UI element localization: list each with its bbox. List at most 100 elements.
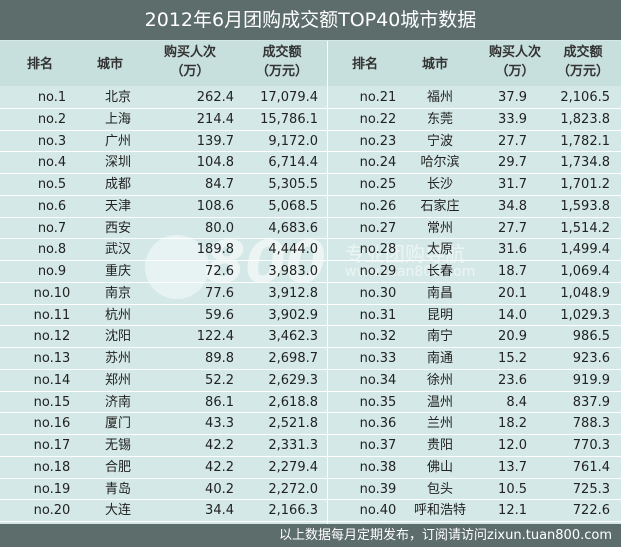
row-divider (0, 325, 621, 327)
header-row (0, 41, 621, 86)
table-cell: 广州 (104, 133, 131, 149)
table-cell: 10.5 (498, 481, 527, 497)
table-cell: 呼和浩特 (413, 503, 466, 519)
column-header: 排名 (351, 57, 378, 72)
table-cell: no.36 (359, 416, 397, 432)
watermark-url: www.tuan800.com (345, 264, 476, 280)
table-cell: 20.9 (498, 329, 527, 345)
table-cell: no.8 (37, 242, 67, 258)
watermark-logo: 800 (205, 228, 327, 296)
table-cell: no.33 (359, 351, 397, 366)
table-cell: 262.4 (196, 90, 234, 105)
column-header: 成交额 (563, 45, 603, 60)
table-cell: 34.8 (498, 198, 527, 214)
table-cell: no.18 (33, 459, 71, 475)
table-cell: 太原 (426, 242, 453, 258)
table-cell: 27.7 (498, 133, 527, 149)
watermark-circle (145, 235, 209, 299)
table-cell: 福州 (426, 90, 453, 105)
table-cell: 4,444.0 (268, 242, 318, 258)
table-cell: 72.6 (205, 264, 234, 279)
table-cell: no.23 (359, 133, 397, 149)
table-cell: 27.7 (498, 220, 527, 236)
table-cell: no.40 (359, 503, 397, 519)
row-divider (0, 260, 621, 261)
table-cell: 31.7 (498, 177, 527, 192)
table-cell: 42.2 (205, 459, 234, 475)
row-divider (0, 107, 621, 109)
table-cell: 2,166.3 (268, 503, 318, 519)
table-cell: 南通 (426, 351, 453, 366)
table-cell: 15.2 (498, 351, 527, 366)
table-cell: 4,683.6 (268, 220, 318, 236)
table-cell: 石家庄 (420, 198, 460, 214)
table-cell: 122.4 (196, 329, 234, 345)
table-cell: 2,698.7 (268, 351, 318, 366)
table-cell: 厦门 (104, 416, 131, 432)
table-cell: 725.3 (572, 481, 610, 497)
footer-text: 以上数据每月定期发布，订阅请访问zixun.tuan800.com (279, 528, 612, 543)
table-cell: 贵阳 (426, 438, 453, 453)
table-cell: 139.7 (196, 133, 234, 149)
table-cell: 761.4 (572, 459, 610, 475)
table-cell: 佛山 (426, 459, 453, 475)
row-divider (0, 216, 621, 218)
table-cell: no.35 (359, 394, 397, 410)
column-header: （万元） (556, 64, 609, 79)
table-cell: 1,593.8 (560, 198, 610, 214)
table-cell: no.4 (37, 155, 67, 171)
table-cell: 17,079.4 (260, 90, 318, 105)
table-cell: no.31 (359, 307, 397, 323)
table-cell: 189.8 (196, 242, 234, 258)
row-divider (0, 303, 621, 305)
table-cell: 重庆 (104, 264, 131, 279)
table-cell: 2,272.0 (268, 481, 318, 497)
table-cell: 42.2 (205, 438, 234, 453)
table-cell: 沈阳 (104, 329, 131, 345)
table-cell: 40.2 (205, 481, 234, 497)
table-cell: 20.1 (498, 285, 527, 301)
table-cell: 武汉 (104, 242, 131, 258)
table-cell: 5,068.5 (268, 198, 318, 214)
table-cell: no.34 (359, 372, 397, 388)
column-header: 城市 (421, 57, 448, 72)
column-header: （万） (170, 64, 210, 79)
table-cell: no.17 (33, 438, 71, 453)
watermark-slogan: 专业团购导航 (345, 242, 465, 266)
table-cell: no.1 (37, 90, 67, 105)
table-cell: no.24 (359, 155, 397, 171)
table-cell: 南宁 (426, 329, 453, 345)
table-cell: 214.4 (196, 111, 234, 127)
table-cell: 788.3 (572, 416, 610, 432)
table-cell: 12.0 (498, 438, 527, 453)
table-cell: 2,279.4 (268, 459, 318, 475)
row-divider (0, 281, 621, 283)
table-cell: 杭州 (104, 307, 131, 323)
table-cell: no.15 (33, 394, 71, 410)
table-cell: 无锡 (104, 438, 131, 453)
table-cell: 2,106.5 (560, 90, 610, 105)
column-header: 购买人次 (163, 45, 216, 60)
table-cell: 5,305.5 (268, 177, 318, 192)
column-divider (327, 41, 328, 524)
table-cell: 84.7 (205, 177, 234, 192)
table-cell: 18.7 (498, 264, 527, 279)
table-cell: 1,734.8 (560, 155, 610, 171)
table-cell: no.13 (33, 351, 71, 366)
table-cell: 3,462.3 (268, 329, 318, 345)
table-cell: 1,701.2 (560, 177, 610, 192)
column-header: 城市 (96, 57, 123, 72)
table-cell: 兰州 (426, 416, 453, 432)
table-cell: 温州 (426, 394, 453, 410)
table-cell: 837.9 (572, 394, 610, 410)
table-cell: 104.8 (196, 155, 234, 171)
table-cell: 徐州 (426, 372, 453, 388)
column-header: （万） (495, 64, 535, 79)
table-cell: 12.1 (498, 503, 527, 519)
table-cell: 23.6 (498, 372, 527, 388)
table-cell: 青岛 (104, 481, 131, 497)
table-cell: 34.4 (205, 503, 234, 519)
table-cell: 80.0 (205, 220, 234, 236)
table-cell: 923.6 (572, 351, 610, 366)
table-cell: 郑州 (104, 372, 131, 388)
